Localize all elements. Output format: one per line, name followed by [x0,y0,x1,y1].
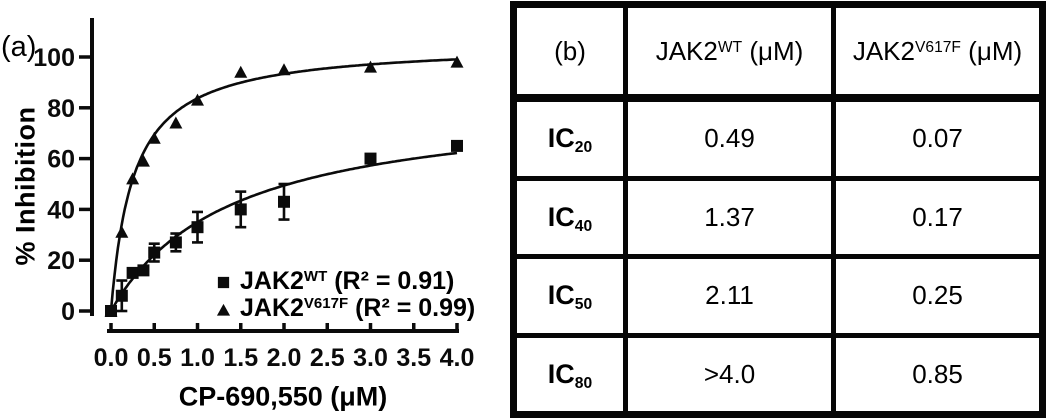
triangle-data-marker [169,116,183,129]
y-tick-label: 60 [47,146,75,174]
legend-item-jak2-v617f: JAK2V617F (R² = 0.99) [216,293,476,323]
x-axis: 0.0 0.5 1.0 1.5 2.0 2.5 3.0 3.5 4.0 [94,323,475,372]
legend-item-jak2-wt: JAK2WT (R² = 0.91) [216,266,475,296]
triangle-data-marker [126,172,140,185]
dose-response-chart-panel: 0 20 40 60 80 100 0.0 0.5 1.0 1.5 2.0 2.5 3.0 3.5 4.0 … [0,0,510,419]
y-tick-label: 20 [47,247,75,275]
x-tick-label: 3.0 [353,344,388,372]
panel-a-label: (a) [1,31,37,63]
square-marker-icon [217,276,230,289]
table-cell-ic40-v617f: 0.17 [836,180,1039,254]
triangle-data-marker [450,55,464,68]
y-axis: 0 20 40 60 80 100 [33,18,94,326]
ic-values-table: (b) JAK2WT (μM) JAK2V617F (μM) IC20 0.49… [510,1,1046,418]
triangle-data-marker [277,63,291,76]
row-label-ic40: IC40 [517,180,623,254]
triangle-data-marker [136,154,150,167]
series-jak2-wt [105,139,463,317]
y-axis-title: % Inhibition [10,106,41,266]
square-data-marker [115,289,128,302]
table-cell-ic40-wt: 1.37 [628,180,831,254]
y-tick-label: 0 [61,298,75,326]
x-tick-label: 4.0 [440,344,475,372]
dose-response-plot: 0 20 40 60 80 100 0.0 0.5 1.0 1.5 2.0 2.5 3.0 3.5 4.0 [33,18,475,372]
legend-label: JAK2WT (R² = 0.91) [240,266,455,295]
square-data-marker [451,139,463,152]
square-data-marker [105,305,117,317]
row-label-ic80: IC80 [517,337,623,411]
x-tick-label: 2.5 [310,344,345,372]
x-tick-label: 1.0 [180,344,215,372]
table-cell-ic20-v617f: 0.07 [836,102,1039,176]
square-data-marker [191,221,204,234]
table-cell-ic50-wt: 2.11 [628,259,831,333]
triangle-marker-icon [216,303,231,316]
x-axis-title: CP-690,550 (μM) [178,381,388,412]
y-tick-label: 100 [33,44,75,72]
square-data-marker [364,152,377,165]
table-cell-ic20-wt: 0.49 [628,102,831,176]
square-data-marker [234,203,247,216]
x-tick-label: 1.5 [223,344,258,372]
y-tick-label: 80 [47,95,75,123]
triangle-data-marker [115,225,129,238]
row-label-ic50: IC50 [517,259,623,333]
table-header-jak2-v617f: JAK2V617F (μM) [836,8,1039,97]
square-data-marker [148,246,161,259]
x-tick-label: 2.0 [267,344,302,372]
table-cell-ic80-v617f: 0.85 [836,337,1039,411]
square-data-marker [137,264,150,277]
chart-legend: JAK2WT (R² = 0.91) JAK2V617F (R² = 0.99) [216,266,476,323]
y-tick-label: 40 [47,196,75,224]
square-data-marker [278,195,290,208]
table-cell-ic50-v617f: 0.25 [836,259,1039,333]
table-header-jak2-wt: JAK2WT (μM) [628,8,831,97]
x-tick-label: 0.5 [137,344,172,372]
square-data-marker [169,236,182,249]
table-cell-ic80-wt: >4.0 [628,337,831,411]
triangle-data-marker [234,65,248,78]
row-label-ic20: IC20 [517,102,623,176]
x-tick-label: 3.5 [396,344,431,372]
x-tick-label: 0.0 [94,344,129,372]
legend-label: JAK2V617F (R² = 0.99) [240,293,476,322]
triangle-data-marker [147,131,161,144]
square-data-marker [126,266,139,279]
triangle-data-marker [364,60,377,73]
triangle-data-marker [191,93,204,106]
panel-b-label-cell: (b) [517,8,623,97]
